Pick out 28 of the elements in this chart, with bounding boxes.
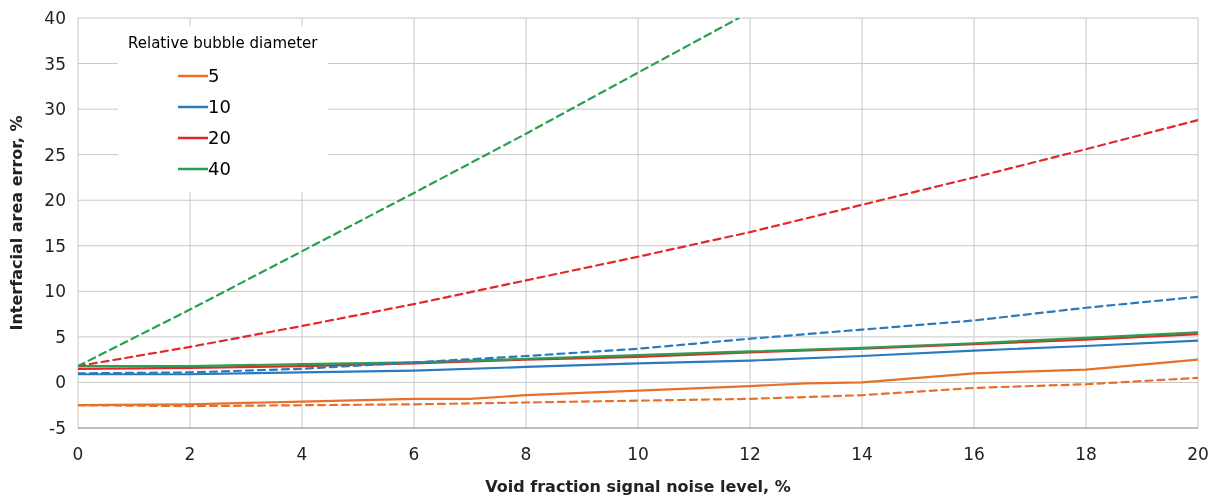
x-tick-label: 12 (739, 444, 761, 465)
x-tick-label: 18 (1075, 444, 1097, 465)
x-tick-label: 2 (184, 444, 196, 465)
legend-label: 20 (208, 127, 231, 148)
legend-label: 40 (208, 158, 231, 179)
x-tick-label: 6 (408, 444, 420, 465)
x-tick-label: 0 (72, 444, 84, 465)
y-tick-label: 10 (44, 281, 66, 302)
legend-title: Relative bubble diameter (128, 34, 318, 52)
legend-label: 10 (208, 96, 231, 117)
legend-label: 5 (208, 65, 220, 86)
y-tick-label: 30 (44, 99, 66, 120)
x-tick-label: 4 (296, 444, 308, 465)
x-tick-label: 16 (963, 444, 985, 465)
y-tick-label: 40 (44, 8, 66, 29)
y-tick-label: 20 (44, 190, 66, 211)
x-tick-label: 14 (851, 444, 873, 465)
x-tick-label: 20 (1187, 444, 1209, 465)
y-tick-label: 35 (44, 53, 66, 74)
x-tick-label: 8 (520, 444, 532, 465)
x-axis-title: Void fraction signal noise level, % (485, 477, 791, 496)
x-tick-label: 10 (627, 444, 649, 465)
y-tick-label: 25 (44, 144, 66, 165)
y-tick-label: -5 (49, 418, 66, 439)
y-tick-label: 15 (44, 235, 66, 256)
y-axis-title: Interfacial area error, % (6, 115, 26, 331)
y-tick-label: 0 (55, 372, 66, 393)
y-tick-label: 5 (55, 326, 66, 347)
